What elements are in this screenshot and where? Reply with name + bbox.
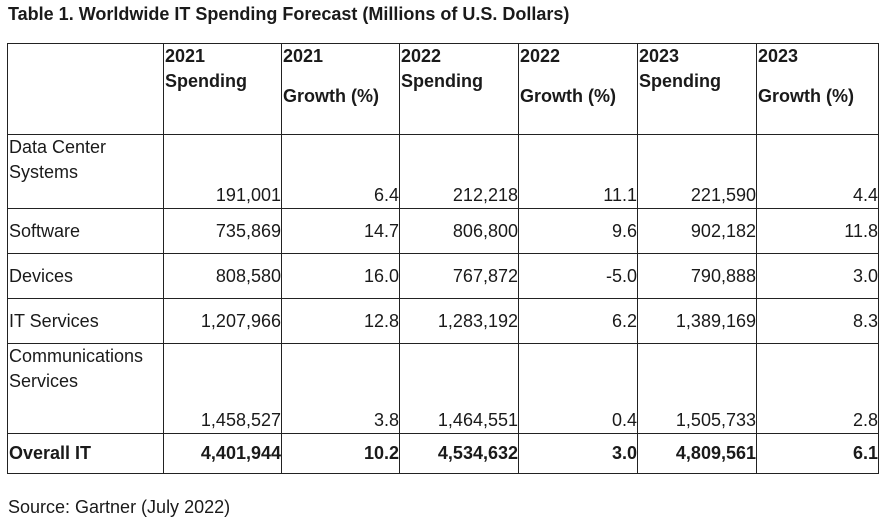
cell-value: 6.4 — [281, 134, 400, 209]
cell-value: 4,809,561 — [637, 433, 757, 474]
cell-value: 3.0 — [756, 253, 879, 299]
header-line: Growth (%) — [283, 86, 379, 106]
header-row: 2021 Spending 2021 Growth (%) 2022 Spend… — [7, 43, 879, 135]
table-row: IT Services 1,207,966 12.8 1,283,192 6.2… — [7, 298, 879, 344]
header-2021-growth: 2021 Growth (%) — [281, 43, 400, 135]
it-spending-table: 2021 Spending 2021 Growth (%) 2022 Spend… — [7, 43, 879, 474]
header-line: 2023 — [758, 46, 799, 66]
cell-value: 9.6 — [518, 208, 638, 254]
row-label: IT Services — [7, 298, 164, 344]
table-row: Data Center Systems 191,001 6.4 212,218 … — [7, 134, 879, 209]
cell-value: 3.8 — [281, 343, 400, 434]
header-2022-growth: 2022 Growth (%) — [518, 43, 638, 135]
cell-value: 3.0 — [518, 433, 638, 474]
header-line: Spending — [401, 71, 483, 91]
cell-value: 902,182 — [637, 208, 757, 254]
header-line: 2021 — [283, 46, 324, 66]
cell-value: -5.0 — [518, 253, 638, 299]
table-row: Devices 808,580 16.0 767,872 -5.0 790,88… — [7, 253, 879, 299]
header-2023-growth: 2023 Growth (%) — [756, 43, 879, 135]
header-line: Spending — [639, 71, 721, 91]
cell-value: 16.0 — [281, 253, 400, 299]
source-note: Source: Gartner (July 2022) — [8, 497, 231, 517]
cell-value: 4.4 — [756, 134, 879, 209]
cell-value: 6.1 — [756, 433, 879, 474]
header-category — [7, 43, 164, 135]
table-row-total: Overall IT 4,401,944 10.2 4,534,632 3.0 … — [7, 433, 879, 474]
row-label: Data Center Systems — [7, 134, 164, 209]
table-title: Table 1. Worldwide IT Spending Forecast … — [8, 4, 570, 24]
cell-value: 767,872 — [399, 253, 519, 299]
cell-value: 806,800 — [399, 208, 519, 254]
header-line: 2022 — [520, 46, 561, 66]
cell-value: 1,505,733 — [637, 343, 757, 434]
cell-value: 11.1 — [518, 134, 638, 209]
cell-value: 735,869 — [163, 208, 282, 254]
cell-value: 221,590 — [637, 134, 757, 209]
cell-value: 212,218 — [399, 134, 519, 209]
header-line: 2023 — [639, 46, 680, 66]
table-row: Communications Services 1,458,527 3.8 1,… — [7, 343, 879, 434]
header-line: Spending — [165, 71, 247, 91]
header-2023-spending: 2023 Spending — [637, 43, 757, 135]
header-line: 2021 — [165, 46, 206, 66]
header-line: Growth (%) — [520, 86, 616, 106]
header-line: Growth (%) — [758, 86, 854, 106]
cell-value: 10.2 — [281, 433, 400, 474]
cell-value: 1,207,966 — [163, 298, 282, 344]
cell-value: 6.2 — [518, 298, 638, 344]
cell-value: 11.8 — [756, 208, 879, 254]
cell-value: 790,888 — [637, 253, 757, 299]
cell-value: 14.7 — [281, 208, 400, 254]
table-row: Software 735,869 14.7 806,800 9.6 902,18… — [7, 208, 879, 254]
cell-value: 2.8 — [756, 343, 879, 434]
row-label: Software — [7, 208, 164, 254]
cell-value: 1,464,551 — [399, 343, 519, 434]
cell-value: 4,401,944 — [163, 433, 282, 474]
row-label: Overall IT — [7, 433, 164, 474]
row-label: Communications Services — [7, 343, 164, 434]
cell-value: 8.3 — [756, 298, 879, 344]
cell-value: 1,283,192 — [399, 298, 519, 344]
cell-value: 1,389,169 — [637, 298, 757, 344]
cell-value: 191,001 — [163, 134, 282, 209]
row-label: Devices — [7, 253, 164, 299]
cell-value: 1,458,527 — [163, 343, 282, 434]
cell-value: 12.8 — [281, 298, 400, 344]
cell-value: 0.4 — [518, 343, 638, 434]
header-2021-spending: 2021 Spending — [163, 43, 282, 135]
header-2022-spending: 2022 Spending — [399, 43, 519, 135]
cell-value: 808,580 — [163, 253, 282, 299]
cell-value: 4,534,632 — [399, 433, 519, 474]
header-line: 2022 — [401, 46, 442, 66]
